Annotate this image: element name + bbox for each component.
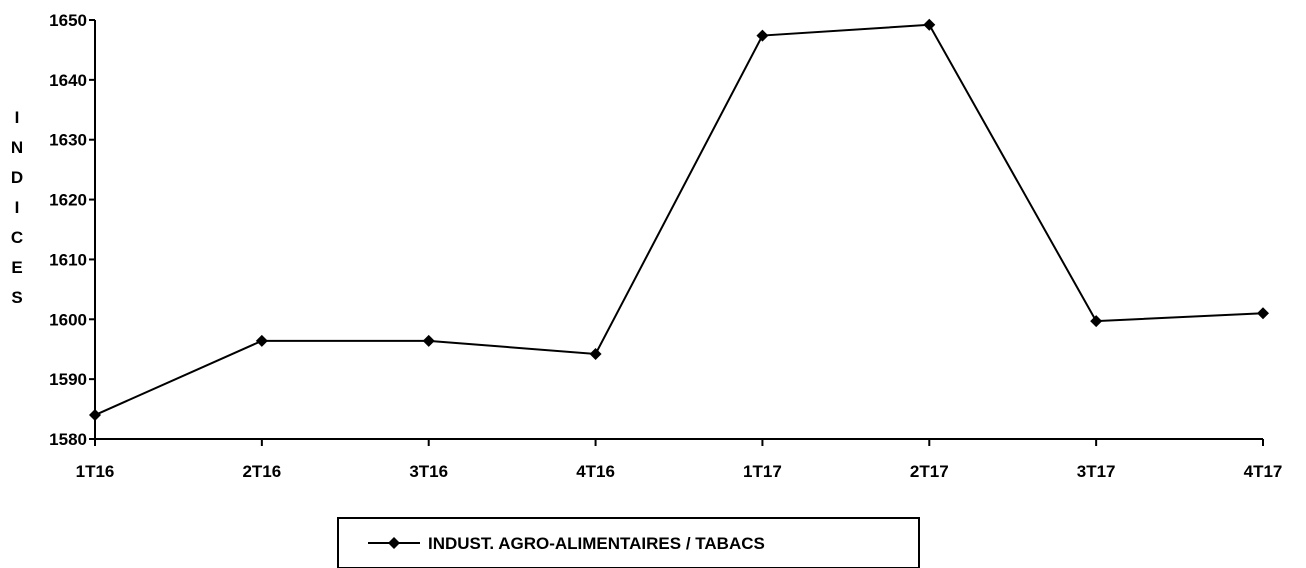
data-point-marker xyxy=(89,409,101,422)
data-point-marker xyxy=(422,334,435,347)
y-axis-label-letter: N xyxy=(11,138,23,157)
legend: INDUST. AGRO-ALIMENTAIRES / TABACS xyxy=(337,517,920,568)
y-tick-label: 1590 xyxy=(49,370,87,389)
legend-label: INDUST. AGRO-ALIMENTAIRES / TABACS xyxy=(428,534,765,553)
data-point-marker xyxy=(756,29,769,42)
legend-marker-diamond-icon xyxy=(388,537,400,549)
x-tick-label: 2T16 xyxy=(242,462,281,481)
series-line xyxy=(94,23,1264,416)
y-tick-label: 1580 xyxy=(49,430,87,449)
y-axis-label-letter: E xyxy=(11,258,22,277)
y-tick-label: 1610 xyxy=(49,250,87,269)
x-tick-label: 3T16 xyxy=(409,462,448,481)
series-group xyxy=(89,18,1269,422)
y-tick-label: 1630 xyxy=(49,131,87,150)
data-point-marker xyxy=(1090,315,1103,328)
data-point-marker xyxy=(923,18,936,31)
x-tick-label: 2T17 xyxy=(910,462,949,481)
x-tick-label: 4T16 xyxy=(576,462,615,481)
y-tick-label: 1640 xyxy=(49,71,87,90)
y-axis-label-letter: D xyxy=(11,168,23,187)
x-tick-label: 3T17 xyxy=(1077,462,1116,481)
y-axis-label-letter: I xyxy=(15,108,20,127)
y-axis-label-letter: I xyxy=(15,198,20,217)
x-tick-label: 1T17 xyxy=(743,462,782,481)
x-tick-label: 4T17 xyxy=(1244,462,1283,481)
data-point-marker xyxy=(255,334,268,347)
data-point-marker xyxy=(589,348,602,361)
y-axis-label-letter: C xyxy=(11,228,23,247)
x-tick-label: 1T16 xyxy=(76,462,115,481)
y-tick-label: 1620 xyxy=(49,191,87,210)
y-ticks: 1580 1590 1600 1610 1620 1630 1640 1650 xyxy=(49,11,95,449)
legend-box xyxy=(337,517,920,568)
x-ticks: 1T16 2T16 3T16 4T16 1T17 2T17 3T17 4T17 xyxy=(76,439,1283,481)
y-tick-label: 1600 xyxy=(49,310,87,329)
y-tick-label: 1650 xyxy=(49,11,87,30)
data-point-marker xyxy=(1257,307,1269,320)
y-axis-label-letter: S xyxy=(11,288,22,307)
